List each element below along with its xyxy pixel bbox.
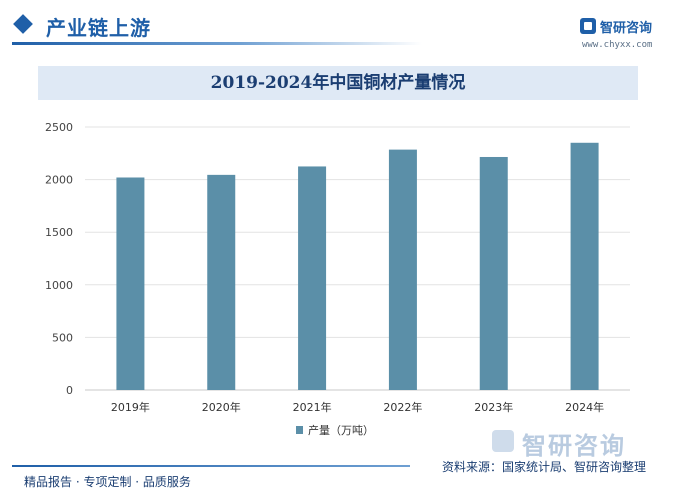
brand-logo: 智研咨询 www.chyxx.com: [580, 18, 670, 50]
logo-icon: [580, 18, 596, 34]
bar: [479, 156, 508, 390]
footer-tagline: 精品报告 · 专项定制 · 品质服务: [24, 475, 191, 489]
chart-title-banner: 2019-2024年中国铜材产量情况: [38, 66, 638, 100]
watermark-logo: 智研咨询: [492, 428, 662, 460]
chart-title: 2019-2024年中国铜材产量情况: [210, 73, 466, 93]
y-tick-label: 2000: [45, 174, 73, 187]
y-tick-label: 500: [52, 331, 73, 344]
bar: [388, 149, 417, 390]
bar: [298, 166, 327, 390]
header: 产业链上游 智研咨询 www.chyxx.com: [0, 0, 681, 58]
x-tick-label: 2019年: [111, 400, 150, 414]
y-tick-label: 1000: [45, 279, 73, 292]
logo-url: www.chyxx.com: [582, 40, 653, 50]
legend-label: 产量（万吨）: [308, 423, 374, 437]
data-source: 资料来源：国家统计局、智研咨询整理: [442, 460, 647, 474]
x-tick-label: 2021年: [293, 400, 332, 414]
watermark-brand: 智研咨询: [522, 432, 626, 460]
y-tick-label: 2500: [45, 121, 73, 134]
logo-name: 智研咨询: [600, 21, 653, 36]
watermark-logo-icon: [492, 430, 514, 452]
legend-swatch: [296, 426, 303, 434]
footer-divider: [12, 465, 410, 467]
header-divider: [12, 42, 422, 45]
x-tick-label: 2023年: [474, 400, 513, 414]
bar-chart: 0 500 1000 1500 2000 2500 2019年 2020年 2021年 2022年…: [45, 121, 630, 437]
bar: [570, 142, 599, 390]
section-title: 产业链上游: [46, 16, 151, 40]
y-tick-label: 1500: [45, 226, 73, 239]
bar: [116, 177, 145, 390]
bar: [207, 174, 236, 390]
y-tick-label: 0: [66, 384, 73, 397]
x-tick-label: 2024年: [565, 400, 604, 414]
x-tick-label: 2020年: [202, 400, 241, 414]
diamond-icon: [13, 14, 33, 34]
x-tick-label: 2022年: [383, 400, 422, 414]
